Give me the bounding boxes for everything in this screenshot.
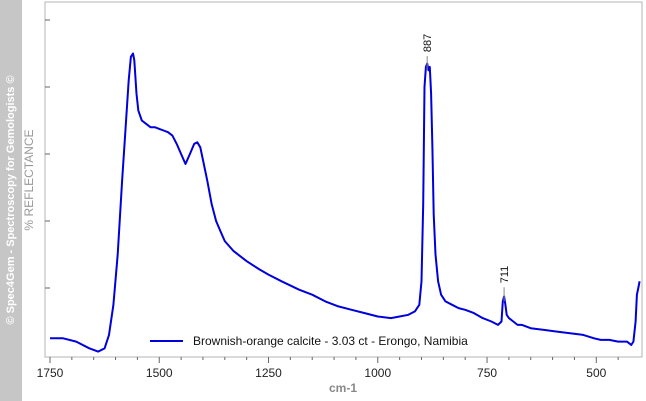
legend: Brownish-orange calcite - 3.03 ct - Eron… (150, 334, 468, 348)
watermark-band (0, 0, 22, 401)
watermark-text: © Spec4Gem - Spectroscopy for Gemologist… (5, 75, 17, 324)
legend-label: Brownish-orange calcite - 3.03 ct - Eron… (193, 334, 468, 348)
x-tick-label: 750 (477, 366, 497, 380)
series-line (50, 52, 641, 353)
plot-frame (44, 1, 643, 358)
series-layer (50, 52, 641, 353)
peak-labels: 887 711 (422, 34, 511, 302)
y-axis (45, 19, 50, 289)
x-tick-label: 500 (586, 366, 606, 380)
peak-label: 887 (422, 34, 434, 52)
x-tick-label: 1500 (146, 366, 173, 380)
peak-label: 711 (499, 266, 511, 284)
x-tick-label: 1000 (364, 366, 391, 380)
x-tick-label: 1750 (37, 366, 64, 380)
y-axis-label: % REFLECTANCE (22, 129, 36, 230)
x-tick-label: 1250 (255, 366, 282, 380)
x-axis: 1750 1500 1250 1000 750 500 (37, 357, 619, 380)
x-axis-label: cm-1 (329, 381, 357, 395)
